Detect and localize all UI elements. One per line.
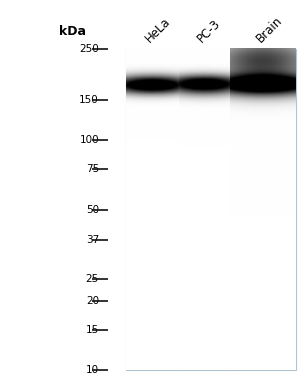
Text: kDa: kDa	[58, 26, 85, 38]
Bar	[126, 49, 178, 370]
Bar	[178, 49, 230, 370]
Text: 250: 250	[79, 44, 99, 54]
Text: 100: 100	[80, 135, 99, 146]
Text: PC-3: PC-3	[195, 17, 223, 45]
Text: 10: 10	[86, 365, 99, 375]
Text: 75: 75	[86, 164, 99, 174]
Text: Brain: Brain	[253, 14, 285, 45]
Text: 50: 50	[86, 205, 99, 215]
Bar	[230, 49, 296, 370]
Text: 37: 37	[86, 235, 99, 245]
Text: 20: 20	[86, 296, 99, 306]
Text: 25: 25	[86, 274, 99, 284]
Text: 150: 150	[79, 95, 99, 105]
Text: HeLa: HeLa	[143, 15, 173, 45]
Text: 15: 15	[86, 325, 99, 335]
